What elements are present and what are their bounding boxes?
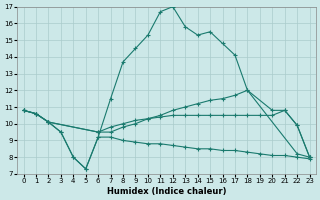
X-axis label: Humidex (Indice chaleur): Humidex (Indice chaleur) bbox=[107, 187, 226, 196]
